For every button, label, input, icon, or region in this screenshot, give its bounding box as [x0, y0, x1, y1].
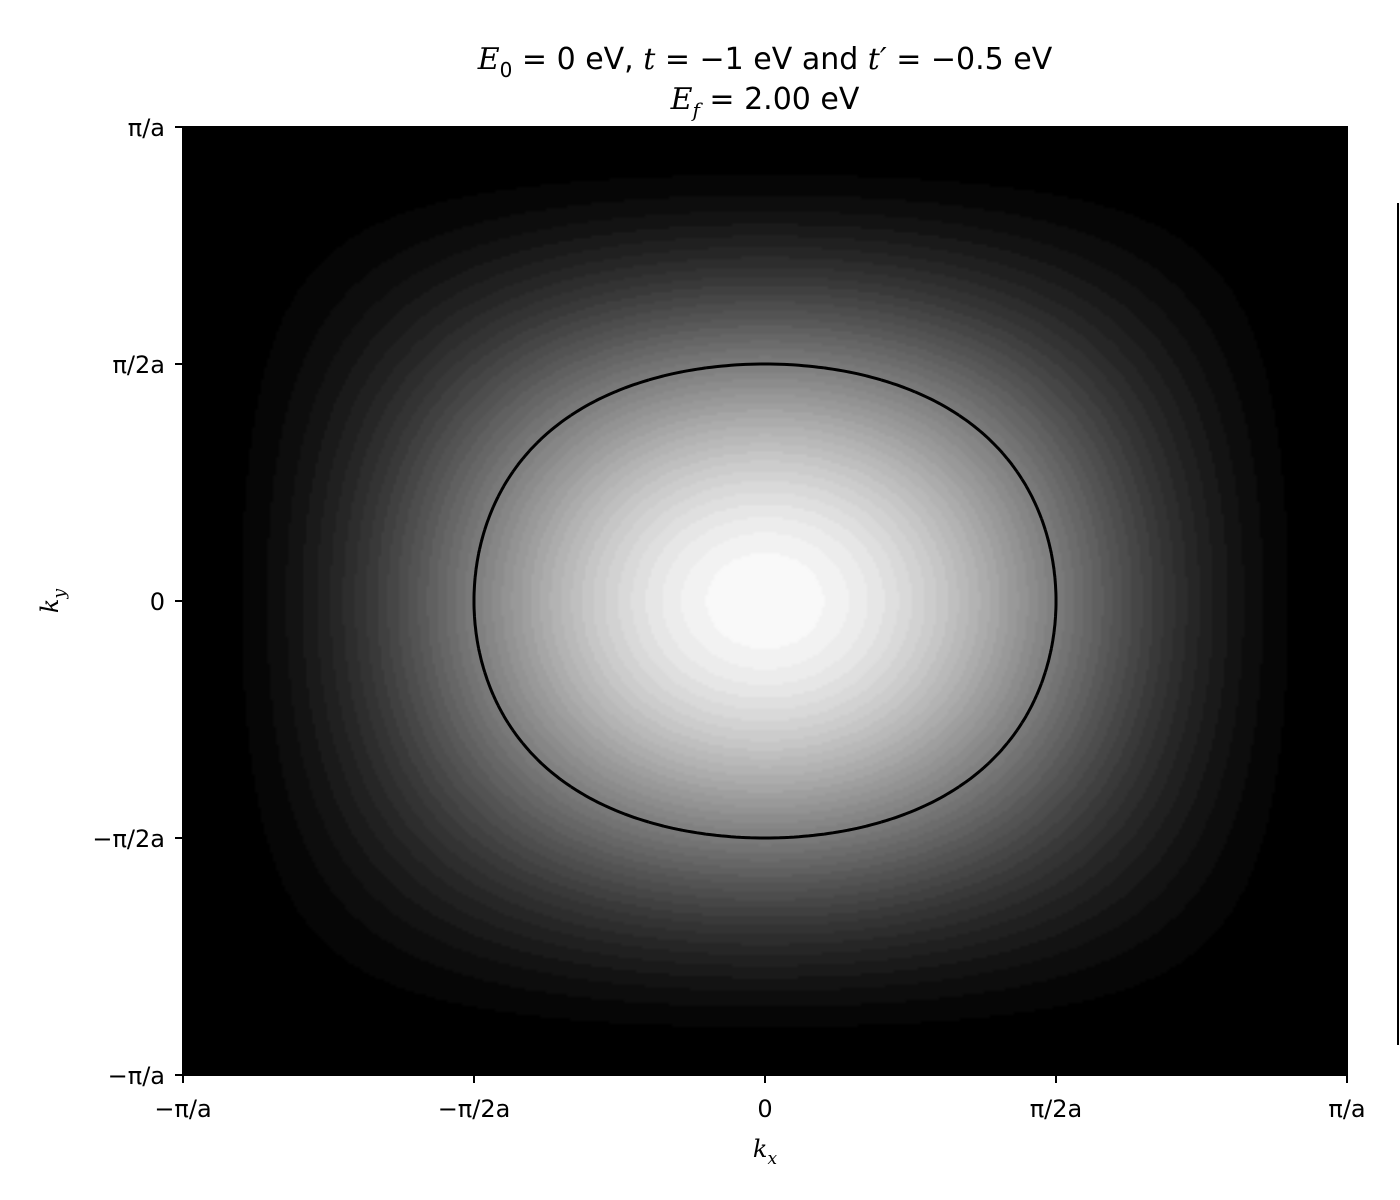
x-tick-label: π/2a [1030, 1095, 1083, 1123]
y-tick-label: 0 [150, 588, 165, 616]
x-axis-ticks: −π/a −π/2a 0 π/2a π/a [154, 1075, 1366, 1123]
fermi-contour [472, 362, 1058, 840]
fermi-contour-line [472, 362, 1058, 840]
y-axis-ticks: −π/a −π/2a 0 π/2a π/a [92, 114, 183, 1090]
y-axis-label: ky [36, 589, 70, 614]
x-tick-label: −π/2a [438, 1095, 511, 1123]
x-tick-label: −π/a [154, 1095, 211, 1123]
chart-title-line2: Ef = 2.00 eV [670, 82, 860, 122]
chart-title-line1: E0 = 0 eV, t = −1 eV and t′ = −0.5 eV [477, 42, 1053, 82]
y-tick-label: π/a [128, 114, 165, 142]
x-tick-label: 0 [757, 1095, 772, 1123]
y-tick-label: −π/a [108, 1062, 165, 1090]
y-tick-label: −π/2a [92, 825, 165, 853]
heatmap-image [183, 127, 1347, 1075]
x-tick-label: π/a [1328, 1095, 1365, 1123]
y-tick-label: π/2a [112, 351, 165, 379]
x-axis-label: kx [753, 1135, 778, 1169]
